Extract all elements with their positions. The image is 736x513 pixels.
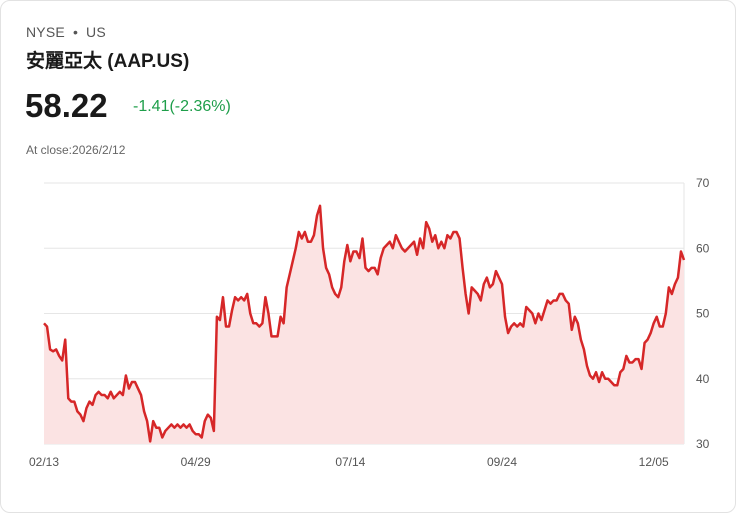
y-tick-label: 30 <box>696 437 710 451</box>
y-tick-label: 70 <box>696 176 710 190</box>
price-change: -1.41(-2.36%) <box>133 98 231 115</box>
x-tick-label: 12/05 <box>639 455 669 469</box>
exchange-line: NYSE • US <box>26 24 106 40</box>
exchange-name: NYSE <box>26 24 65 40</box>
y-tick-label: 40 <box>696 372 710 386</box>
price-area <box>44 205 684 444</box>
x-axis: 02/13 04/29 07/14 09/24 12/05 <box>29 455 669 469</box>
close-date: At close:2026/2/12 <box>26 143 126 157</box>
separator-dot: • <box>72 24 79 40</box>
y-tick-label: 50 <box>696 307 710 321</box>
stock-title: 安麗亞太 (AAP.US) <box>26 51 190 72</box>
price-chart[interactable]: 30 40 50 60 70 02/13 04/29 07/14 09/24 12/05 <box>1 161 735 481</box>
x-tick-label: 02/13 <box>29 455 59 469</box>
market-name: US <box>86 24 106 40</box>
x-tick-label: 04/29 <box>181 455 211 469</box>
x-tick-label: 09/24 <box>487 455 517 469</box>
y-tick-label: 60 <box>696 241 710 255</box>
x-tick-label: 07/14 <box>335 455 365 469</box>
last-price: 58.22 <box>25 87 108 124</box>
y-axis: 30 40 50 60 70 <box>696 176 710 451</box>
price-line[interactable] <box>43 204 686 443</box>
